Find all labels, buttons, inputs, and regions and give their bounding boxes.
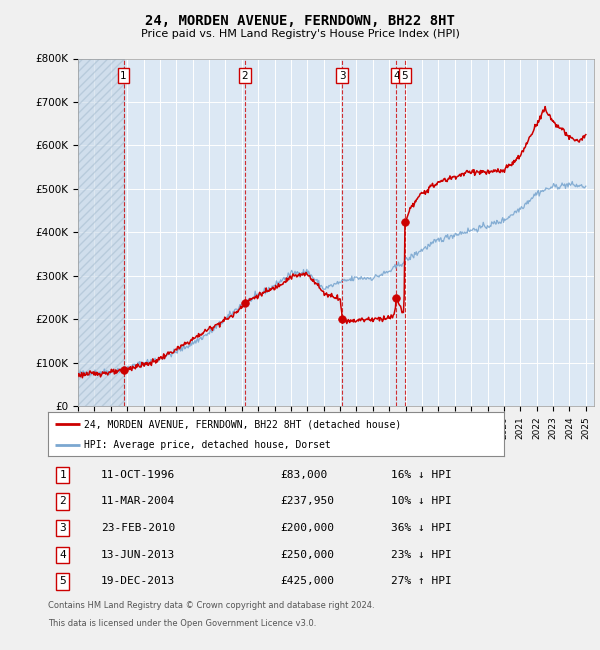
- Text: 2: 2: [242, 71, 248, 81]
- Text: 4: 4: [393, 71, 400, 81]
- Text: £83,000: £83,000: [280, 470, 328, 480]
- Text: 3: 3: [59, 523, 66, 533]
- Text: 23-FEB-2010: 23-FEB-2010: [101, 523, 175, 533]
- Text: 10% ↓ HPI: 10% ↓ HPI: [391, 497, 452, 506]
- Text: Price paid vs. HM Land Registry's House Price Index (HPI): Price paid vs. HM Land Registry's House …: [140, 29, 460, 39]
- Text: 5: 5: [59, 577, 66, 586]
- Text: HPI: Average price, detached house, Dorset: HPI: Average price, detached house, Dors…: [85, 440, 331, 450]
- Text: 13-JUN-2013: 13-JUN-2013: [101, 550, 175, 560]
- Text: 3: 3: [339, 71, 346, 81]
- Text: 24, MORDEN AVENUE, FERNDOWN, BH22 8HT (detached house): 24, MORDEN AVENUE, FERNDOWN, BH22 8HT (d…: [85, 419, 402, 430]
- Text: £237,950: £237,950: [280, 497, 334, 506]
- Text: 19-DEC-2013: 19-DEC-2013: [101, 577, 175, 586]
- Text: 36% ↓ HPI: 36% ↓ HPI: [391, 523, 452, 533]
- Text: 11-OCT-1996: 11-OCT-1996: [101, 470, 175, 480]
- Text: 1: 1: [120, 71, 127, 81]
- Text: 23% ↓ HPI: 23% ↓ HPI: [391, 550, 452, 560]
- Text: 11-MAR-2004: 11-MAR-2004: [101, 497, 175, 506]
- Text: £250,000: £250,000: [280, 550, 334, 560]
- Text: 16% ↓ HPI: 16% ↓ HPI: [391, 470, 452, 480]
- Text: 4: 4: [59, 550, 66, 560]
- Text: 27% ↑ HPI: 27% ↑ HPI: [391, 577, 452, 586]
- Text: £425,000: £425,000: [280, 577, 334, 586]
- Text: Contains HM Land Registry data © Crown copyright and database right 2024.: Contains HM Land Registry data © Crown c…: [48, 601, 374, 610]
- Text: 1: 1: [59, 470, 66, 480]
- Text: 24, MORDEN AVENUE, FERNDOWN, BH22 8HT: 24, MORDEN AVENUE, FERNDOWN, BH22 8HT: [145, 14, 455, 29]
- Text: 2: 2: [59, 497, 66, 506]
- Text: This data is licensed under the Open Government Licence v3.0.: This data is licensed under the Open Gov…: [48, 619, 316, 628]
- Text: 5: 5: [401, 71, 408, 81]
- Text: £200,000: £200,000: [280, 523, 334, 533]
